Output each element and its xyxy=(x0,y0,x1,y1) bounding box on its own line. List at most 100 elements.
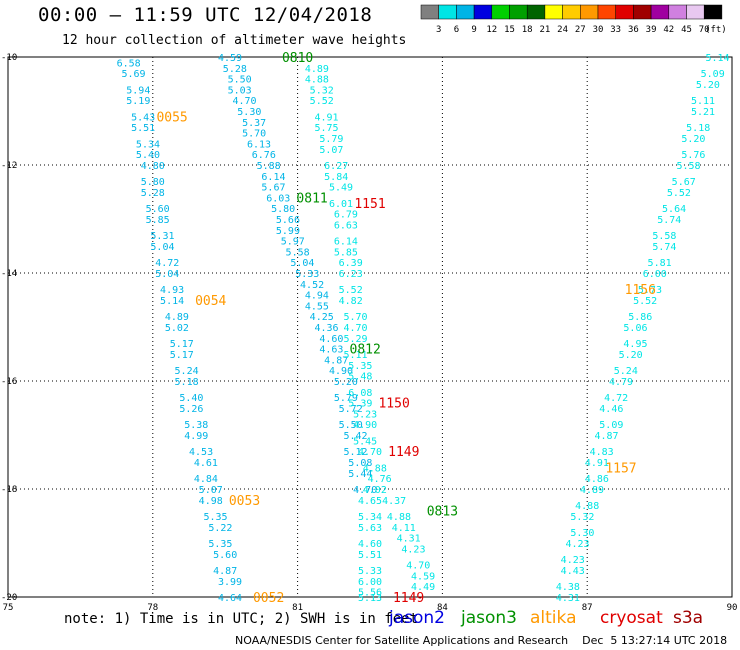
pass-time-label: 0053 xyxy=(229,494,260,509)
y-tick-label: -14 xyxy=(1,269,17,279)
grid-lines xyxy=(8,57,732,597)
wave-height-value: 5.04 xyxy=(290,258,314,269)
wave-height-value: 5.08 xyxy=(348,458,372,469)
wave-height-value: 5.58 xyxy=(286,247,310,258)
chart-title: 00:00 – 11:59 UTC 12/04/2018 xyxy=(38,4,373,26)
wave-height-value: 4.70 xyxy=(353,485,377,496)
wave-height-value: 4.86 xyxy=(585,474,609,485)
wave-height-value: 5.11 xyxy=(691,96,715,107)
wave-height-value: 5.32 xyxy=(570,512,594,523)
wave-height-value: 5.45 xyxy=(353,436,377,447)
wave-height-value: 4.52 xyxy=(300,280,324,291)
wave-height-value: 5.35 xyxy=(348,361,372,372)
wave-height-value: 5.06 xyxy=(623,323,647,334)
color-scale-label: 33 xyxy=(610,25,621,35)
satellite-legend-altika: altika xyxy=(530,608,577,628)
x-tick-label: 87 xyxy=(582,603,593,613)
data-points: 6.585.695.945.195.435.515.345.404.805.80… xyxy=(117,53,730,604)
wave-height-value: 5.20 xyxy=(334,377,358,388)
wave-height-value: 5.84 xyxy=(324,172,348,183)
wave-height-value: 5.28 xyxy=(141,188,165,199)
wave-height-value: 4.43 xyxy=(561,566,585,577)
wave-height-value: 4.98 xyxy=(199,496,223,507)
wave-height-value: 5.34 xyxy=(358,512,382,523)
wave-height-value: 5.67 xyxy=(672,177,696,188)
wave-height-value: 4.37 xyxy=(382,496,406,507)
wave-height-value: 6.01 xyxy=(329,199,353,210)
wave-height-value: 4.72 xyxy=(155,258,179,269)
wave-height-value: 4.31 xyxy=(397,534,421,545)
color-scale-label: 24 xyxy=(557,25,568,35)
wave-height-plot: 75 78 81 84 87 90 -10 -12 -14 -16 -18 -20 6.585.69 5… xyxy=(1,51,737,613)
wave-height-value: 5.99 xyxy=(276,226,300,237)
wave-height-value: 5.38 xyxy=(184,420,208,431)
plot-frame xyxy=(7,56,733,598)
wave-height-value: 4.65 xyxy=(358,496,382,507)
wave-height-value: 5.32 xyxy=(310,85,334,96)
wave-height-value: 4.49 xyxy=(411,582,435,593)
color-scale-swatch xyxy=(703,4,723,20)
wave-height-value: 5.58 xyxy=(677,161,701,172)
wave-height-value: 5.09 xyxy=(599,420,623,431)
color-scale-label: 15 xyxy=(504,25,515,35)
wave-height-value: 6.08 xyxy=(348,388,372,399)
satellite-legend-s3a: s3a xyxy=(673,608,704,628)
wave-height-value: 5.24 xyxy=(175,366,199,377)
wave-height-value: 5.30 xyxy=(570,528,594,539)
y-tick-label: -12 xyxy=(1,161,17,171)
wave-height-value: 4.53 xyxy=(189,447,213,458)
wave-height-value: 5.52 xyxy=(633,296,657,307)
wave-height-value: 4.25 xyxy=(310,312,334,323)
wave-height-value: 5.58 xyxy=(652,231,676,242)
wave-height-value: 5.37 xyxy=(242,118,266,129)
wave-height-value: 6.23 xyxy=(339,269,363,280)
wave-height-value: 4.46 xyxy=(599,404,623,415)
wave-height-value: 5.20 xyxy=(696,80,720,91)
wave-height-value: 5.07 xyxy=(319,145,343,156)
wave-height-value: 5.80 xyxy=(141,177,165,188)
color-scale-label: 6 xyxy=(454,25,459,35)
wave-height-value: 4.87 xyxy=(594,431,618,442)
color-scale-label: 70 xyxy=(699,25,710,35)
wave-height-value: 5.50 xyxy=(339,420,363,431)
wave-height-value: 5.33 xyxy=(358,566,382,577)
wave-height-value: 6.00 xyxy=(358,577,382,588)
wave-height-value: 4.23 xyxy=(565,539,589,550)
wave-height-value: 5.14 xyxy=(160,296,184,307)
wave-height-value: 5.17 xyxy=(170,339,194,350)
wave-height-value: 5.04 xyxy=(150,242,174,253)
wave-height-value: 5.07 xyxy=(199,485,223,496)
wave-height-value: 5.18 xyxy=(686,123,710,134)
wave-height-value: 5.60 xyxy=(146,204,170,215)
wave-height-value: 5.31 xyxy=(150,231,174,242)
wave-height-value: 4.70 xyxy=(232,96,256,107)
color-scale-label: 21 xyxy=(539,25,550,35)
wave-height-value: 5.11 xyxy=(343,350,367,361)
wave-height-value: 5.48 xyxy=(348,372,372,383)
chart-subtitle: 12 hour collection of altimeter wave hei… xyxy=(62,33,407,48)
wave-height-value: 6.00 xyxy=(643,269,667,280)
wave-height-value: 4.59 xyxy=(218,53,242,64)
wave-height-value: 5.63 xyxy=(358,523,382,534)
wave-height-value: 4.88 xyxy=(305,75,329,86)
wave-height-value: 4.02 xyxy=(363,485,387,496)
wave-height-value: 4.90 xyxy=(353,420,377,431)
wave-height-value: 4.55 xyxy=(305,301,329,312)
wave-height-value: 6.76 xyxy=(252,150,276,161)
wave-height-value: 4.91 xyxy=(585,458,609,469)
pass-time-label: 1151 xyxy=(354,197,385,212)
wave-height-value: 4.70 xyxy=(343,323,367,334)
wave-height-value: 5.75 xyxy=(315,123,339,134)
x-tick-label: 84 xyxy=(437,603,448,613)
wave-height-value: 4.88 xyxy=(387,512,411,523)
wave-height-value: 4.23 xyxy=(401,544,425,555)
wave-height-value: 5.70 xyxy=(343,312,367,323)
wave-height-value: 5.79 xyxy=(319,134,343,145)
wave-height-value: 5.22 xyxy=(208,523,232,534)
wave-height-value: 4.76 xyxy=(368,474,392,485)
wave-height-value: 4.72 xyxy=(604,393,628,404)
wave-height-value: 5.88 xyxy=(257,161,281,172)
color-scale-label: 45 xyxy=(681,25,692,35)
color-scale-label: 3 xyxy=(436,25,441,35)
wave-height-value: 4.87 xyxy=(213,566,237,577)
